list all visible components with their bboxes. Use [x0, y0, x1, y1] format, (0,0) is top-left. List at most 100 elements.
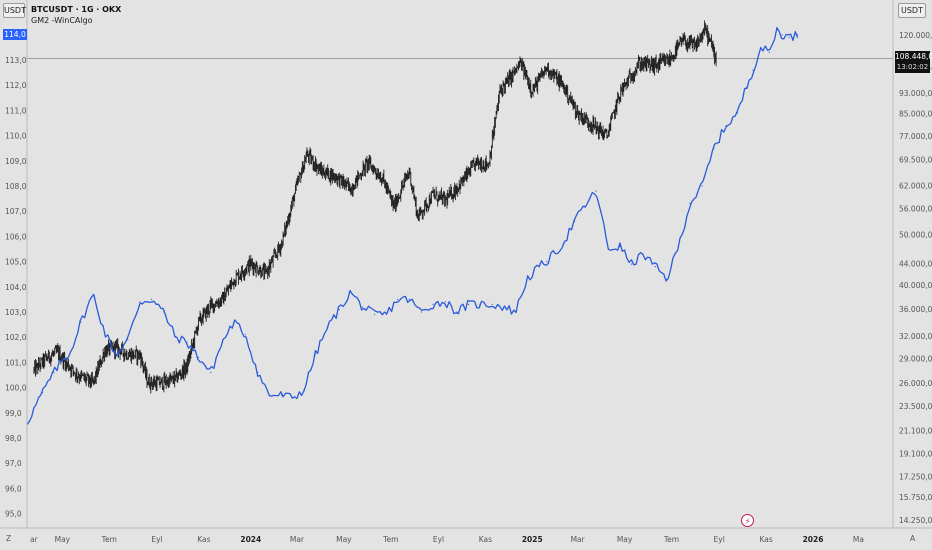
- gm2-point: [385, 313, 387, 316]
- gm2-point: [654, 266, 656, 268]
- gm2-point: [139, 301, 141, 303]
- left-axis-tick-label: 97,0: [5, 459, 22, 468]
- right-axis-tick-label: 14.250,0: [899, 516, 932, 525]
- right-axis-tick-label: 32.000,0: [899, 332, 932, 341]
- gm2-point: [314, 354, 316, 356]
- right-axis-tick-label: 17.250,0: [899, 473, 932, 482]
- gm2-point: [257, 371, 259, 374]
- right-axis-tick-label: 56.000,0: [899, 204, 932, 213]
- price-badge-value: 108.448,0: [895, 52, 932, 61]
- time-axis-label: May: [55, 535, 71, 544]
- gm2-point: [689, 203, 691, 205]
- right-axis-tick-label: 93.000,0: [899, 89, 932, 98]
- right-axis-tick-label: 85.000,0: [899, 109, 932, 118]
- right-axis-tick-label: 29.000,0: [899, 354, 932, 363]
- gm2-point: [420, 311, 423, 313]
- gm2-point: [127, 339, 129, 341]
- gm2-point: [104, 331, 106, 333]
- gm2-point: [115, 354, 117, 356]
- gm2-point: [68, 354, 70, 356]
- left-axis-tick-label: 104,0: [5, 283, 27, 292]
- time-axis-label: Eyl: [151, 535, 162, 544]
- right-axis-tick-label: 40.000,0: [899, 281, 932, 290]
- gm2-point: [292, 397, 294, 399]
- left-axis-tick-label: 112,0: [5, 81, 27, 90]
- right-axis-tick-label: 69.500,0: [899, 155, 932, 164]
- flash-icon[interactable]: ⚡: [741, 514, 754, 527]
- time-axis-label: Mar: [290, 535, 305, 544]
- time-axis-label: Ma: [853, 535, 864, 544]
- gm2-point: [467, 303, 470, 305]
- right-axis-tick-label: 26.000,0: [899, 379, 932, 388]
- time-axis-label: Tem: [101, 535, 117, 544]
- gm2-point: [725, 124, 727, 127]
- gm2-point: [619, 245, 621, 248]
- gm2-point: [41, 392, 44, 394]
- gm2-point: [760, 46, 762, 49]
- gm2-indicator-series: [26, 27, 799, 426]
- time-axis-label: Mar: [571, 535, 586, 544]
- gm2-point: [151, 298, 153, 300]
- right-axis-tick-label: 44.000,0: [899, 259, 932, 268]
- left-axis-tick-label: 96,0: [5, 484, 22, 493]
- time-axis-label: 2025: [522, 535, 543, 544]
- right-axis-tick-label: 77.000,0: [899, 132, 932, 141]
- left-axis-tick-label: 100,0: [5, 384, 27, 393]
- gm2-point: [768, 51, 770, 54]
- gm2-point: [303, 389, 305, 391]
- time-axis-label: May: [617, 535, 633, 544]
- left-axis-tick-label: 99,0: [5, 409, 22, 418]
- time-axis-ticks[interactable]: ar May Tem Eyl Kas 2024 Mar May Tem Eyl Kas 2025 Mar…: [30, 535, 864, 544]
- left-unit-button[interactable]: USDT: [3, 3, 26, 18]
- symbol-title[interactable]: BTCUSDT · 1G · OKX: [31, 5, 122, 14]
- gm2-point: [752, 69, 754, 71]
- gm2-point: [503, 306, 505, 308]
- gm2-point: [538, 266, 540, 268]
- gm2-point: [186, 341, 188, 343]
- left-axis-ticks[interactable]: 113,0 112,0 111,0 110,0 109,0 108,0 107,0 106,0…: [5, 56, 27, 543]
- gm2-point: [701, 185, 703, 187]
- time-axis-label: 2024: [240, 535, 261, 544]
- gm2-point: [174, 336, 176, 338]
- gm2-point: [210, 371, 212, 374]
- right-axis-tick-label: 120.000,0: [899, 31, 932, 40]
- left-axis-tick-label: 98,0: [5, 434, 22, 443]
- time-axis-label: Kas: [197, 535, 210, 544]
- right-axis-ticks[interactable]: 120.000,0105.000,093.000,085.000,077.000…: [899, 31, 932, 543]
- gm2-point: [233, 321, 235, 323]
- left-axis-tick-label: 105,0: [5, 258, 27, 267]
- right-axis-tick-label: 50.000,0: [899, 230, 932, 239]
- gm2-point: [781, 34, 783, 36]
- gm2-point: [92, 293, 94, 295]
- right-axis-tick-label: 21.100,0: [899, 427, 932, 436]
- left-axis-tick-label: 101,0: [5, 358, 27, 367]
- gm2-point: [444, 301, 446, 303]
- gm2-point: [397, 298, 399, 300]
- gm2-point: [745, 87, 747, 89]
- left-axis-tick-label: 110,0: [5, 132, 27, 141]
- gm2-point: [642, 253, 644, 255]
- btc-price-series: [33, 20, 717, 394]
- left-axis-tick-label: 95,0: [5, 510, 22, 519]
- left-axis-tick-label: 103,0: [5, 308, 27, 317]
- gm2-point: [546, 261, 548, 263]
- gm2-point: [163, 311, 165, 313]
- legend[interactable]: BTCUSDT · 1G · OKX GM2 -WinCAlgo: [31, 4, 121, 26]
- time-axis-label: May: [336, 535, 352, 544]
- gm2-point: [53, 371, 55, 374]
- gm2-point: [327, 326, 329, 328]
- gm2-point: [80, 321, 82, 323]
- price-badge: 108.448,0 13:02:02: [895, 51, 932, 73]
- indicator-title[interactable]: GM2 -WinCAlgo: [31, 16, 93, 25]
- right-unit-button[interactable]: USDT: [898, 3, 926, 18]
- time-axis-label: Eyl: [714, 535, 725, 544]
- right-axis-tick-label: 36.000,0: [899, 305, 932, 314]
- gm2-point: [268, 394, 270, 396]
- gm2-point: [350, 291, 352, 293]
- left-axis-bottom-label: Z: [6, 534, 11, 543]
- time-axis-label: ar: [30, 535, 39, 544]
- left-axis-tick-label: 106,0: [5, 232, 27, 241]
- gm2-point: [584, 205, 586, 207]
- gm2-point: [562, 243, 564, 245]
